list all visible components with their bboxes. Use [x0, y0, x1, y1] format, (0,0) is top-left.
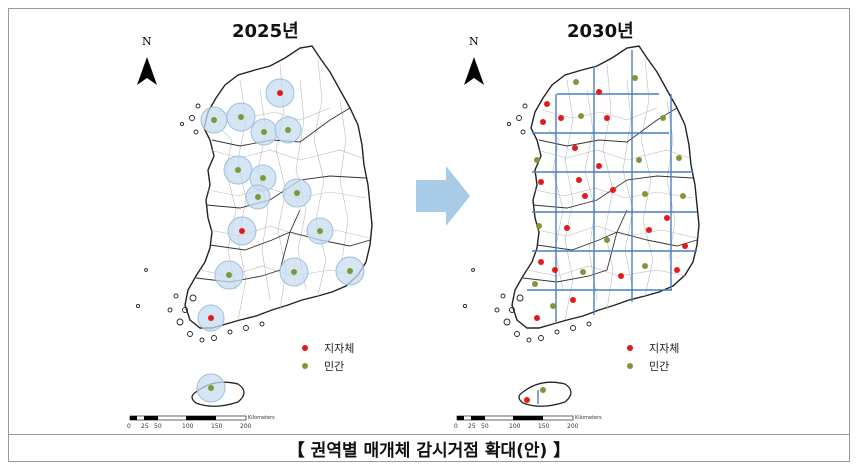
- red-dot-icon: [302, 345, 308, 351]
- scale-tick: 150: [538, 423, 550, 430]
- scale-tick: 150: [211, 423, 223, 430]
- transition-arrow-icon: [416, 166, 470, 226]
- legend-2025: 지자체 민간: [302, 339, 354, 375]
- legend-2030: 지자체 민간: [627, 339, 679, 375]
- scale-bar-2030: [456, 415, 574, 421]
- red-dot-icon: [627, 345, 633, 351]
- caption-text: 【 권역별 매개체 감시거점 확대(안) 】: [287, 441, 571, 461]
- north-arrow-icon-2025: [137, 57, 157, 85]
- legend-label: 지자체: [324, 342, 355, 355]
- legend-item-private: 민간: [302, 357, 354, 375]
- legend-item-local-gov: 지자체: [627, 339, 679, 357]
- scale-tick: 100: [509, 423, 521, 430]
- map-2025: [129, 45, 373, 421]
- map-2025-title: 2025년: [232, 21, 299, 42]
- figure-caption: 【 권역별 매개체 감시거점 확대(안) 】: [8, 434, 850, 462]
- green-dot-icon: [627, 363, 633, 369]
- figure-frame: [8, 8, 850, 462]
- scale-tick: 100: [182, 423, 194, 430]
- scale-tick: 200: [567, 423, 579, 430]
- north-arrow-icon-2030: [464, 57, 484, 85]
- scale-unit-2025: Kilometers: [248, 415, 275, 421]
- legend-item-local-gov: 지자체: [302, 339, 354, 357]
- map-2030: [456, 45, 700, 421]
- scale-tick: 25: [468, 423, 476, 430]
- site-points-2025: [208, 90, 353, 391]
- north-label-2030: N: [469, 35, 479, 48]
- scale-tick: 50: [154, 423, 162, 430]
- scale-tick: 0: [127, 423, 131, 430]
- surveillance-grid-2030: [527, 50, 697, 404]
- scale-tick: 200: [240, 423, 252, 430]
- legend-label: 민간: [649, 360, 670, 373]
- islands-2030: [462, 103, 592, 343]
- legend-label: 민간: [324, 360, 345, 373]
- scale-tick: 50: [481, 423, 489, 430]
- scale-bar-2025: [129, 415, 247, 421]
- scale-unit-2030: Kilometers: [575, 415, 602, 421]
- legend-item-private: 민간: [627, 357, 679, 375]
- scale-tick: 0: [454, 423, 458, 430]
- north-label-2025: N: [142, 35, 152, 48]
- islands-2025: [135, 103, 265, 343]
- site-points-2030: [524, 75, 688, 403]
- legend-label: 지자체: [649, 342, 680, 355]
- green-dot-icon: [302, 363, 308, 369]
- scale-tick: 25: [141, 423, 149, 430]
- map-2030-title: 2030년: [567, 21, 634, 42]
